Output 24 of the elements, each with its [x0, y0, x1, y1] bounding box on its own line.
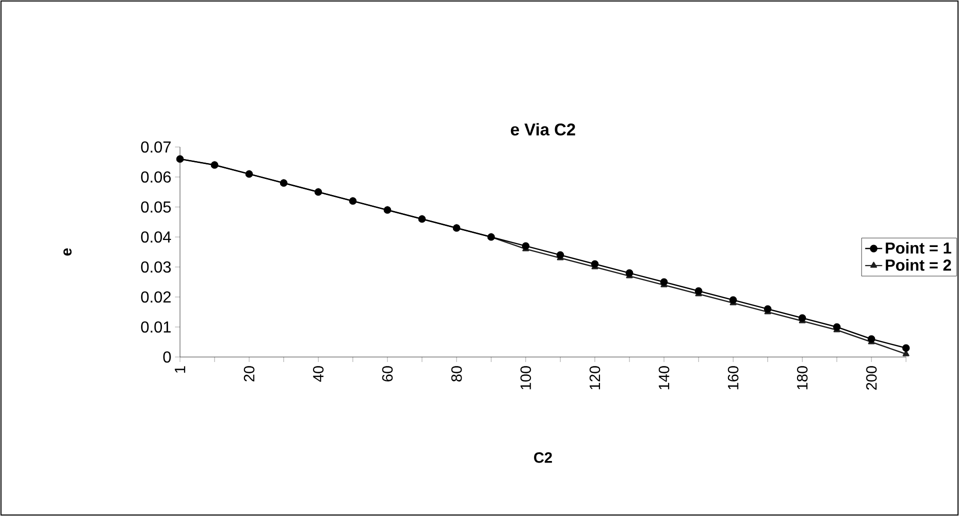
- y-axis-title: e: [63, 248, 72, 256]
- legend-label: Point = 1: [886, 242, 952, 254]
- chart-title: e Via C2: [510, 123, 576, 136]
- y-tick-label: 0.04: [141, 231, 172, 243]
- x-tick-label: 80: [451, 366, 462, 382]
- x-tick-label: 140: [658, 366, 670, 390]
- x-tick-label: 20: [244, 366, 254, 382]
- y-tick-label: 0.02: [141, 291, 171, 303]
- y-tick-label: 0.01: [141, 321, 171, 333]
- y-tick-label: 0.03: [141, 261, 171, 273]
- x-tick-label: 200: [866, 366, 877, 390]
- x-tick-label: 40: [312, 366, 324, 382]
- legend-label: Point = 2: [886, 259, 951, 271]
- x-tick-label: 60: [382, 366, 393, 382]
- y-tick-label: 0.06: [141, 171, 171, 183]
- x-tick-label: 120: [590, 366, 600, 390]
- x-axis-title: C2: [534, 452, 552, 463]
- y-tick-label: 0: [163, 351, 171, 363]
- y-tick-label: 0.07: [141, 141, 171, 153]
- x-tick-label: 100: [520, 366, 532, 390]
- x-tick-label: 1: [174, 366, 186, 373]
- y-tick-label: 0.05: [141, 201, 171, 213]
- x-tick-label: 160: [728, 366, 738, 390]
- x-tick-label: 180: [797, 366, 808, 390]
